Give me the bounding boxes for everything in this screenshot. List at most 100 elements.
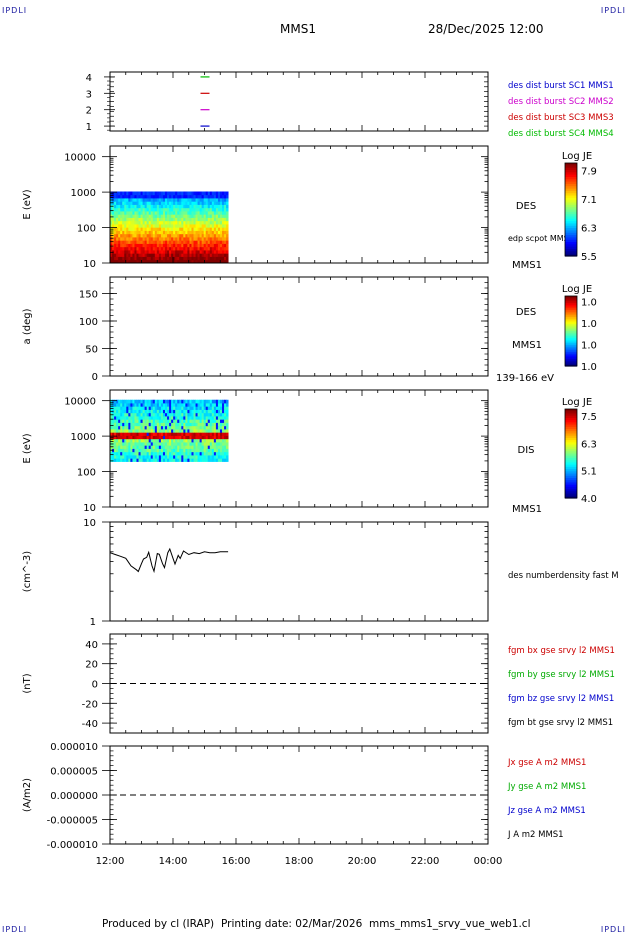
dis-energy-cell	[171, 409, 174, 414]
des-energy-cell	[162, 198, 166, 202]
des-energy-cell	[136, 253, 139, 257]
dis-energy-cell	[150, 409, 154, 414]
des-energy-cell	[150, 240, 154, 244]
des-energy-cell	[211, 201, 215, 205]
des-energy-cell	[134, 207, 137, 212]
dis-energy-cell	[118, 438, 121, 443]
dis-energy-cell	[181, 416, 184, 420]
dis-energy-cell	[118, 429, 121, 433]
dis-energy-cell	[219, 429, 223, 433]
time-tick-label: 00:00	[474, 856, 503, 867]
dis-energy-cell	[128, 422, 131, 427]
des-energy-cell	[132, 194, 135, 199]
dis-energy-cell	[112, 403, 115, 407]
des-energy-cell	[169, 207, 172, 212]
des-energy-colorbar-swatch	[565, 163, 577, 166]
dis-energy-cell	[181, 425, 184, 430]
des-energy-cell	[213, 259, 217, 264]
des-energy-cell	[156, 240, 160, 244]
des-energy-cell	[201, 237, 205, 241]
dis-energy-cell	[140, 432, 143, 436]
dis-energy-cell	[154, 448, 158, 453]
dis-energy-colorbar-swatch	[565, 429, 577, 432]
des-pitch-colorbar-swatch	[565, 329, 577, 332]
des-energy-cell	[224, 214, 227, 218]
des-energy-cell	[110, 243, 113, 248]
dis-energy-cell	[187, 412, 190, 417]
dis-energy-cell	[189, 438, 192, 443]
des-energy-cell	[144, 207, 148, 212]
dis-energy-cell	[122, 422, 125, 427]
des-energy-cell	[112, 240, 115, 244]
footer-produced: Produced by cl (IRAP)	[102, 918, 215, 930]
des-energy-cell	[181, 217, 184, 222]
magnetic-field-tick-label: 40	[85, 640, 98, 651]
dis-energy-cell	[114, 425, 117, 430]
dis-energy-colorbar-swatch	[565, 409, 577, 412]
des-energy-cell	[195, 256, 198, 261]
dis-energy-cell	[187, 438, 190, 443]
des-energy-cell	[203, 224, 207, 228]
des-energy-cell	[144, 194, 148, 199]
des-energy-cell	[205, 227, 209, 231]
dis-energy-cell	[116, 435, 119, 440]
dis-energy-cell	[112, 425, 115, 430]
dis-energy-cell	[205, 442, 209, 446]
dis-energy-cell	[191, 425, 194, 430]
des-energy-cell	[136, 224, 139, 228]
des-energy-cell	[185, 233, 188, 238]
dis-energy-cell	[122, 406, 125, 410]
dis-energy-cell	[138, 432, 141, 436]
des-energy-cell	[171, 227, 174, 231]
dis-energy-cell	[203, 403, 207, 407]
des-energy-cell	[154, 259, 158, 264]
dis-energy-cell	[205, 435, 209, 440]
des-energy-cell	[187, 217, 190, 222]
des-energy-cell	[187, 194, 190, 199]
des-energy-colorbar-title: Log JE	[562, 151, 592, 162]
dis-energy-cell	[181, 419, 184, 423]
dis-energy-colorbar-swatch	[565, 435, 577, 439]
des-energy-cell	[160, 224, 164, 228]
des-energy-cell	[217, 198, 221, 202]
dis-energy-cell	[211, 406, 215, 410]
des-energy-cell	[173, 220, 176, 225]
des-energy-cell	[209, 259, 213, 264]
magnetic-field-legend-2: fgm by gse srvy l2 MMS1	[508, 670, 615, 680]
dis-energy-tick-label: 10000	[64, 397, 96, 408]
dis-energy-cell	[171, 416, 174, 420]
dis-energy-cell	[171, 419, 174, 423]
des-energy-cell	[114, 217, 117, 222]
dis-energy-cell	[142, 445, 146, 449]
des-energy-colorbar-swatch	[565, 251, 577, 255]
des-energy-cell	[226, 256, 229, 261]
dis-energy-cell	[132, 416, 135, 420]
des-energy-cell	[183, 240, 186, 244]
des-energy-colorbar-swatch	[565, 239, 577, 243]
des-energy-cell	[224, 246, 227, 251]
des-energy-cell	[207, 207, 211, 212]
des-energy-cell	[173, 224, 176, 228]
dis-energy-cell	[110, 416, 113, 420]
dis-energy-cell	[203, 425, 207, 430]
des-energy-cell	[124, 220, 127, 225]
des-energy-cell	[167, 227, 170, 231]
des-energy-cell	[128, 246, 131, 251]
des-energy-cell	[189, 217, 192, 222]
des-energy-cell	[156, 198, 160, 202]
dis-energy-cell	[120, 438, 123, 443]
dis-energy-cell	[185, 458, 188, 462]
des-energy-cell	[160, 214, 164, 218]
dis-energy-cell	[124, 403, 127, 407]
des-energy-cell	[181, 220, 184, 225]
des-energy-cell	[195, 220, 198, 225]
dis-energy-cell	[148, 448, 152, 453]
des-energy-cell	[199, 256, 203, 261]
des-energy-cell	[189, 204, 192, 209]
des-energy-cell	[189, 253, 192, 257]
dis-energy-cell	[158, 425, 162, 430]
des-energy-cell	[217, 201, 221, 205]
des-energy-cell	[209, 204, 213, 209]
des-pitch-colorbar-swatch	[565, 311, 577, 315]
des-energy-cell	[187, 220, 190, 225]
